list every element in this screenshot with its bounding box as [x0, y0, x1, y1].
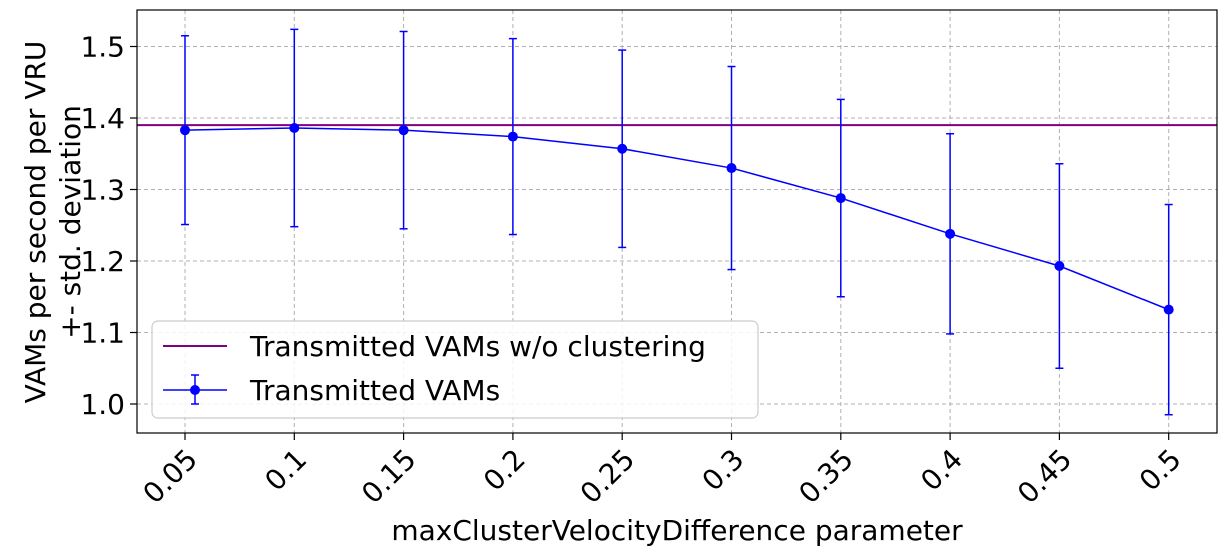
- data-point: [398, 125, 409, 136]
- y-axis-label-line-1: VAMs per second per VRU: [19, 41, 52, 404]
- x-tick-label: 0.25: [574, 443, 641, 510]
- x-tick-label: 0.05: [137, 443, 204, 510]
- y-tick-label: 1.1: [80, 317, 125, 350]
- x-tick-label: 0.15: [355, 443, 422, 510]
- data-point: [617, 143, 628, 154]
- y-tick-label: 1.4: [80, 102, 125, 135]
- y-tick-label: 1.0: [80, 388, 125, 421]
- x-axis-label: maxClusterVelocityDifference parameter: [391, 514, 963, 547]
- legend-series-swatch-marker: [190, 385, 200, 395]
- x-tick-label: 0.4: [914, 443, 969, 498]
- data-point: [726, 163, 737, 174]
- data-point: [507, 131, 518, 142]
- axis-ticks: 1.0 1.1 1.2 1.3 1.4 1.5 0.05 0.1 0.15 0.2 0.25 0.3 0…: [80, 31, 1187, 511]
- series-line: [184, 127, 1169, 311]
- data-point: [180, 125, 190, 136]
- y-axis-label-line-2: +- std. deviation: [54, 105, 87, 339]
- x-tick-label: 0.2: [477, 443, 532, 498]
- x-tick-label: 0.45: [1011, 443, 1078, 510]
- x-tick-label: 0.1: [258, 443, 313, 498]
- data-point: [1163, 304, 1174, 315]
- data-points: [180, 123, 1174, 315]
- x-tick-label: 0.35: [792, 443, 859, 510]
- data-point: [945, 228, 956, 239]
- data-point: [1054, 261, 1065, 272]
- plot-frame: [136, 9, 1218, 434]
- data-point: [835, 193, 846, 204]
- legend: Transmitted VAMs w/o clustering Transmit…: [151, 320, 759, 419]
- series-lines: [184, 127, 1169, 311]
- y-tick-label: 1.2: [80, 245, 125, 278]
- x-tick-label: 0.5: [1133, 443, 1188, 498]
- data-point: [289, 123, 300, 134]
- x-tick-label: 0.3: [696, 443, 751, 498]
- y-tick-label: 1.5: [80, 31, 125, 64]
- legend-ref-line-label: Transmitted VAMs w/o clustering: [249, 330, 706, 363]
- legend-series-label: Transmitted VAMs: [249, 374, 500, 407]
- y-tick-label: 1.3: [80, 174, 125, 207]
- legend-box: [151, 320, 759, 419]
